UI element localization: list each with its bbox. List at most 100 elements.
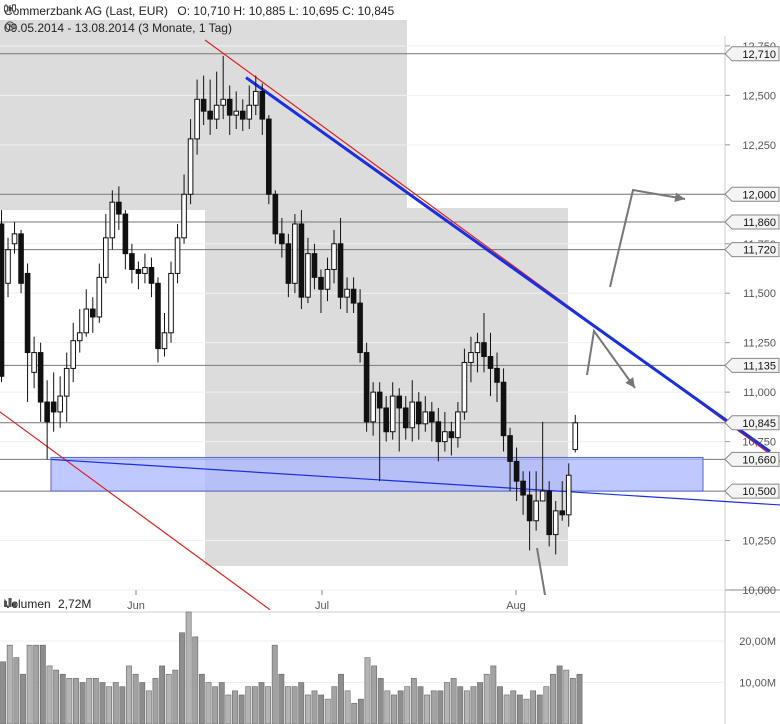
- date-tick-label: Jun: [127, 600, 145, 612]
- volume-bar: [371, 665, 378, 724]
- volume-bar: [159, 665, 166, 724]
- candle-body: [461, 361, 468, 413]
- level-tag-box: [724, 186, 780, 202]
- candle-body: [370, 391, 376, 423]
- volume-bar: [291, 686, 298, 724]
- volume-bar: [192, 636, 199, 724]
- volume-bar: [285, 686, 291, 724]
- volume-bar: [304, 694, 311, 724]
- candle-body: [396, 395, 403, 409]
- volume-bar: [470, 686, 477, 724]
- candle-body: [285, 243, 292, 284]
- candle-body: [279, 233, 285, 245]
- volume-bar: [20, 673, 26, 724]
- level-tag-label: 12,710: [742, 49, 776, 61]
- level-tag-label: 10,845: [742, 418, 776, 430]
- volume-bar: [397, 690, 404, 724]
- level-tag-box: [724, 242, 780, 258]
- candle-body: [239, 110, 246, 120]
- volume-bar: [13, 657, 20, 724]
- level-tag-box: [724, 483, 780, 499]
- level-tag-box: [724, 415, 780, 431]
- candles: [0, 55, 579, 555]
- candle-body: [292, 223, 298, 284]
- candle-body: [311, 253, 318, 278]
- arrow-down-scenario: [536, 547, 546, 596]
- candlestick-icon: [4, 4, 16, 14]
- level-tag-label: 11,720: [743, 245, 776, 257]
- candle-body: [148, 266, 155, 284]
- volume-bar: [185, 611, 192, 724]
- candle-body: [442, 431, 448, 443]
- candle-body: [415, 401, 422, 425]
- volume-bar: [99, 682, 106, 724]
- volume-bar: [86, 678, 93, 724]
- candle-body: [526, 494, 533, 522]
- arrow-pullback-scenario-head: [625, 377, 635, 388]
- volume-bar: [238, 694, 245, 724]
- volume-bar: [311, 690, 318, 724]
- volume-bar: [404, 686, 411, 724]
- volume-bar: [344, 690, 351, 724]
- candle-body: [468, 352, 474, 363]
- volume-bar: [556, 665, 563, 724]
- volume-bar: [172, 669, 179, 724]
- volume-bar: [179, 632, 185, 724]
- price-tick-label: 12,500: [742, 90, 776, 102]
- candle-body: [565, 474, 572, 516]
- volume-bar: [550, 673, 556, 724]
- level-tag-label: 11,135: [743, 360, 776, 372]
- volume-bar: [271, 644, 278, 724]
- volume-bar: [503, 694, 510, 724]
- volume-bar: [152, 678, 159, 724]
- level-tag-box: [724, 451, 780, 467]
- volume-bar: [338, 673, 344, 724]
- volume-bar: [132, 673, 139, 724]
- volume-bars-icon: [4, 598, 16, 607]
- red-channel-lower: [0, 411, 271, 611]
- candle-body: [344, 288, 350, 298]
- level-tag: 11,135: [724, 357, 780, 373]
- candle-body: [298, 223, 305, 298]
- candle-body: [318, 276, 324, 290]
- candle-body: [5, 249, 11, 284]
- candle-body: [70, 340, 77, 369]
- candle-body: [129, 253, 135, 270]
- candle-body: [174, 237, 181, 274]
- candle-body: [103, 237, 109, 278]
- level-tag-box: [724, 357, 780, 373]
- level-tag: 10,500: [724, 483, 780, 499]
- volume-bar: [516, 694, 523, 724]
- volume-bar: [39, 644, 46, 724]
- level-tag: 10,845: [724, 415, 780, 431]
- volume-bar: [417, 686, 424, 724]
- volume-bar: [530, 690, 537, 724]
- candle-body: [383, 407, 389, 433]
- price-tick-label: 10,000: [742, 585, 776, 597]
- volume-bar: [6, 644, 13, 724]
- volume-bar: [463, 690, 470, 724]
- volume-bar: [563, 669, 570, 724]
- candle-body: [357, 302, 363, 354]
- candle-body: [233, 110, 240, 116]
- volume-bar: [569, 678, 576, 724]
- volume-bar: [139, 682, 146, 724]
- candle-body: [481, 342, 487, 358]
- volume-bar: [225, 694, 232, 724]
- candle-body: [500, 381, 507, 437]
- support-band: [50, 456, 704, 492]
- shaded-zones: [0, 20, 568, 566]
- candle-body: [402, 407, 409, 429]
- candle-body: [122, 213, 129, 255]
- volume-bar: [106, 686, 113, 724]
- volume-bar: [258, 682, 265, 724]
- candle-body: [109, 201, 116, 239]
- candle-body: [435, 421, 442, 443]
- candle-body: [448, 431, 455, 439]
- volume-bar: [576, 673, 583, 724]
- volume-tick-label: 20,00M: [739, 636, 776, 648]
- candle-body: [572, 422, 579, 451]
- volume-bar: [450, 678, 457, 724]
- volume-title: Volumen 2,72M: [4, 597, 91, 611]
